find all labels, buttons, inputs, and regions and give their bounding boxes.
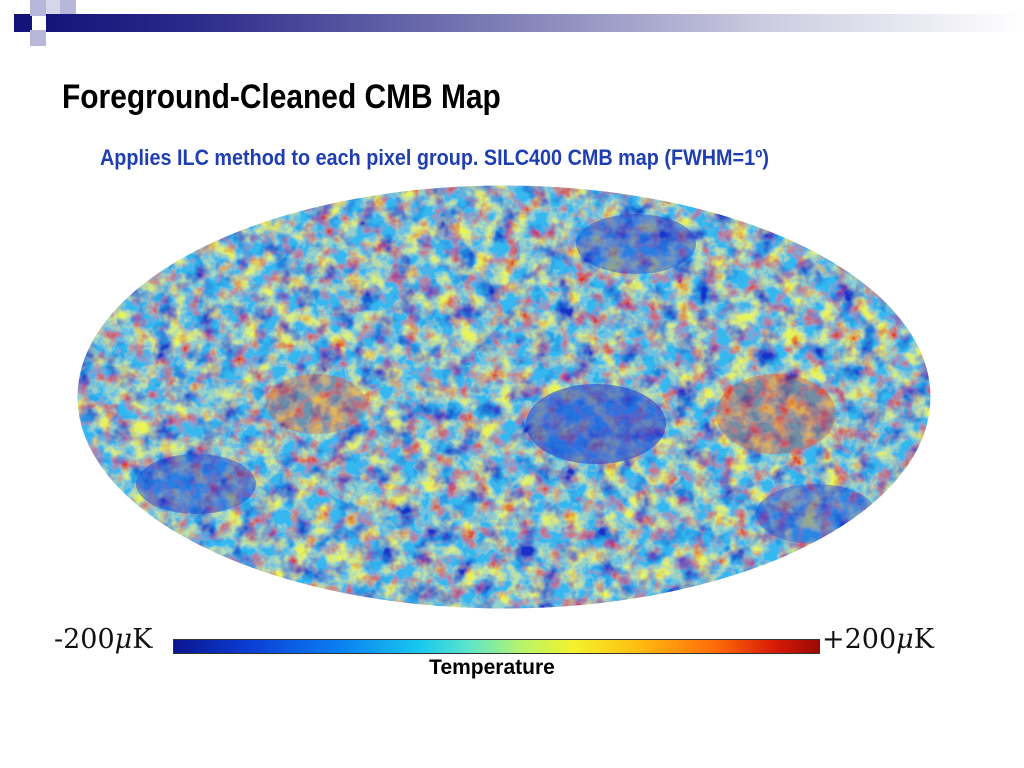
header-square-mid	[60, 0, 76, 14]
header-square-mid	[46, 0, 60, 14]
colorbar-min-value: -200	[54, 624, 115, 655]
header-square-light	[30, 0, 46, 16]
header-decoration	[0, 0, 1024, 50]
cmb-map-image	[76, 184, 932, 610]
colorbar-max-label: +200μK	[822, 624, 934, 655]
colorbar-min-label: -200μK	[54, 624, 152, 655]
colorbar-unit-k: K	[132, 624, 153, 655]
header-square-dark	[14, 14, 32, 32]
slide-subtitle: Applies ILC method to each pixel group. …	[100, 145, 769, 170]
header-gradient-bar	[46, 14, 1024, 32]
colorbar-unit-mu: μ	[896, 624, 914, 655]
colorbar-caption: Temperature	[429, 656, 555, 679]
slide-title: Foreground-Cleaned CMB Map	[62, 78, 501, 116]
temperature-colorbar	[173, 639, 820, 654]
header-square-light	[30, 30, 46, 46]
colorbar-unit-mu: μ	[114, 624, 133, 655]
colorbar-unit-k: K	[913, 624, 934, 655]
cmb-sky-map	[76, 184, 932, 610]
colorbar-max-value: +200	[822, 624, 897, 655]
